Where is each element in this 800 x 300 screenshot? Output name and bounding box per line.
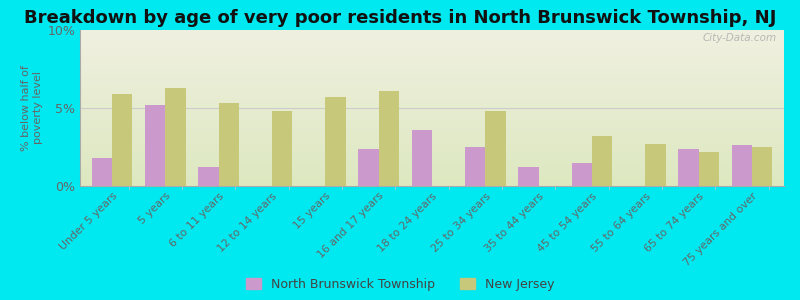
Y-axis label: % below half of
poverty level: % below half of poverty level: [22, 65, 43, 151]
Bar: [358, 148, 378, 186]
Bar: [486, 111, 506, 186]
Bar: [412, 130, 432, 186]
Bar: [272, 111, 292, 186]
Bar: [378, 91, 399, 186]
Legend: North Brunswick Township, New Jersey: North Brunswick Township, New Jersey: [246, 278, 554, 291]
Bar: [92, 158, 112, 186]
Bar: [752, 147, 772, 186]
Bar: [145, 105, 166, 186]
Bar: [732, 146, 752, 186]
Bar: [465, 147, 486, 186]
Text: Breakdown by age of very poor residents in North Brunswick Township, NJ: Breakdown by age of very poor residents …: [24, 9, 776, 27]
Bar: [646, 144, 666, 186]
Bar: [198, 167, 218, 186]
Text: City-Data.com: City-Data.com: [703, 33, 777, 43]
Bar: [166, 88, 186, 186]
Bar: [592, 136, 612, 186]
Bar: [698, 152, 719, 186]
Bar: [678, 148, 698, 186]
Bar: [218, 103, 239, 186]
Bar: [326, 97, 346, 186]
Bar: [518, 167, 538, 186]
Bar: [572, 163, 592, 186]
Bar: [112, 94, 132, 186]
